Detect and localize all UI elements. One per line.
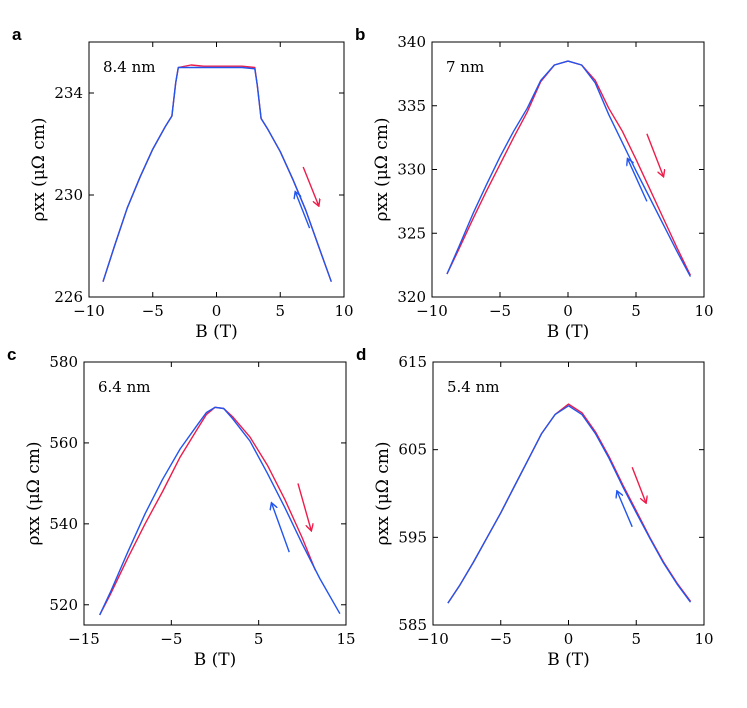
panel-c-y-tick-label: 580 <box>49 353 78 371</box>
panel-c-y-tick-label: 520 <box>49 596 78 614</box>
panel-b-sweep-up-arrow <box>628 159 648 202</box>
panel-d-x-tick-label: 5 <box>631 630 641 648</box>
panel-d-x-axis-label: B (T) <box>547 650 590 670</box>
panel-a-sweep-up-arrow <box>296 192 311 229</box>
panel-b-y-tick-label: 340 <box>397 33 426 51</box>
panel-d-y-tick-label: 615 <box>398 353 427 371</box>
panel-b-series-sweep-down <box>446 60 692 276</box>
panel-c: c −15 −5 5 15 520 540 560 580 B (T) ρxx (μΩ cm) 6.4… <box>7 345 356 670</box>
panel-c-x-tick-label: −5 <box>160 630 182 648</box>
panel-a-x-tick-label: 0 <box>212 302 222 320</box>
panel-d-x-tick-label: −5 <box>490 630 512 648</box>
panel-a-y-tick-label: 226 <box>54 288 83 306</box>
panel-c-x-tick-label: −15 <box>68 630 100 648</box>
panel-a-x-tick-label: 5 <box>275 302 285 320</box>
panel-a-x-tick-label: −5 <box>142 302 164 320</box>
panel-a-plot-frame <box>88 41 345 298</box>
panel-d-y-axis-label: ρxx (μΩ cm) <box>373 441 393 545</box>
panel-d-y-tick-label: 595 <box>398 528 427 546</box>
panel-c-thickness-label: 6.4 nm <box>98 378 151 396</box>
panel-b-y-tick-label: 320 <box>397 288 426 306</box>
panel-d-thickness-label: 5.4 nm <box>447 378 500 396</box>
panel-b-x-tick-label: 10 <box>694 302 713 320</box>
panel-a-x-tick-label: 10 <box>334 302 353 320</box>
panel-d-series-sweep-up <box>447 405 692 604</box>
panel-d-letter: d <box>356 345 366 364</box>
panel-c-x-tick-label: 5 <box>254 630 264 648</box>
panel-a-y-tick-label: 234 <box>54 84 83 102</box>
panel-c-letter: c <box>7 345 16 364</box>
panel-b-x-tick-label: 0 <box>563 302 573 320</box>
panel-c-y-axis-label: ρxx (μΩ cm) <box>24 441 44 545</box>
panel-b-x-tick-label: −10 <box>416 302 448 320</box>
panel-d-plot-frame <box>432 361 705 626</box>
panel-a-x-axis-label: B (T) <box>195 322 238 342</box>
panel-c-sweep-up-arrow <box>272 504 290 553</box>
panel-a-sweep-down-arrow <box>302 166 318 205</box>
panel-a-series-sweep-up <box>102 66 332 282</box>
panel-c-plot-frame <box>83 361 347 626</box>
panel-a-series-sweep-down <box>102 64 332 282</box>
panel-b-x-axis-label: B (T) <box>547 322 590 342</box>
panel-d-x-tick-label: −10 <box>417 630 449 648</box>
panel-a-y-axis-label: ρxx (μΩ cm) <box>29 117 49 221</box>
panel-c-y-tick-label: 560 <box>49 434 78 452</box>
panel-c-x-axis-label: B (T) <box>194 650 237 670</box>
panel-a-y-tick-label: 230 <box>54 186 83 204</box>
panel-b-y-tick-label: 330 <box>397 161 426 179</box>
panel-a-x-tick-label: −10 <box>73 302 105 320</box>
panel-d-x-tick-label: 0 <box>564 630 574 648</box>
panel-a: a −10 −5 0 5 10 226 230 234 B (T) ρxx (μΩ cm) 8.4 n… <box>12 25 354 342</box>
panel-a-thickness-label: 8.4 nm <box>103 58 156 76</box>
panel-b-letter: b <box>355 25 365 44</box>
panel-b-x-tick-label: −5 <box>489 302 511 320</box>
panel-c-series-sweep-up <box>99 406 341 616</box>
panel-b-plot-frame <box>431 41 705 298</box>
panel-d-sweep-down-arrow <box>631 466 646 502</box>
panel-b-y-axis-label: ρxx (μΩ cm) <box>372 117 392 221</box>
panel-b: b −10 −5 0 5 10 320 325 330 335 340 B (T) ρxx (μΩ cm… <box>355 25 714 342</box>
panel-d: d −10 −5 0 5 10 585 595 605 615 B (T) ρxx (μΩ cm) 5.… <box>356 345 714 670</box>
panel-c-series-sweep-down <box>99 406 317 616</box>
panel-b-sweep-down-arrow <box>646 133 663 176</box>
panel-d-series-sweep-down <box>447 403 692 604</box>
panel-b-series-sweep-up <box>446 60 692 277</box>
panel-a-letter: a <box>12 25 22 44</box>
panel-d-y-tick-label: 605 <box>398 441 427 459</box>
panel-d-y-tick-label: 585 <box>398 616 427 634</box>
panel-b-thickness-label: 7 nm <box>446 58 484 76</box>
panel-b-y-tick-label: 335 <box>397 97 426 115</box>
panel-d-sweep-up-arrow <box>617 492 633 528</box>
panel-c-sweep-down-arrow <box>297 483 311 530</box>
panel-b-y-tick-label: 325 <box>397 224 426 242</box>
panel-d-x-tick-label: 10 <box>694 630 713 648</box>
panel-c-y-tick-label: 540 <box>49 515 78 533</box>
panel-b-x-tick-label: 5 <box>631 302 641 320</box>
panel-c-x-tick-label: 15 <box>336 630 355 648</box>
